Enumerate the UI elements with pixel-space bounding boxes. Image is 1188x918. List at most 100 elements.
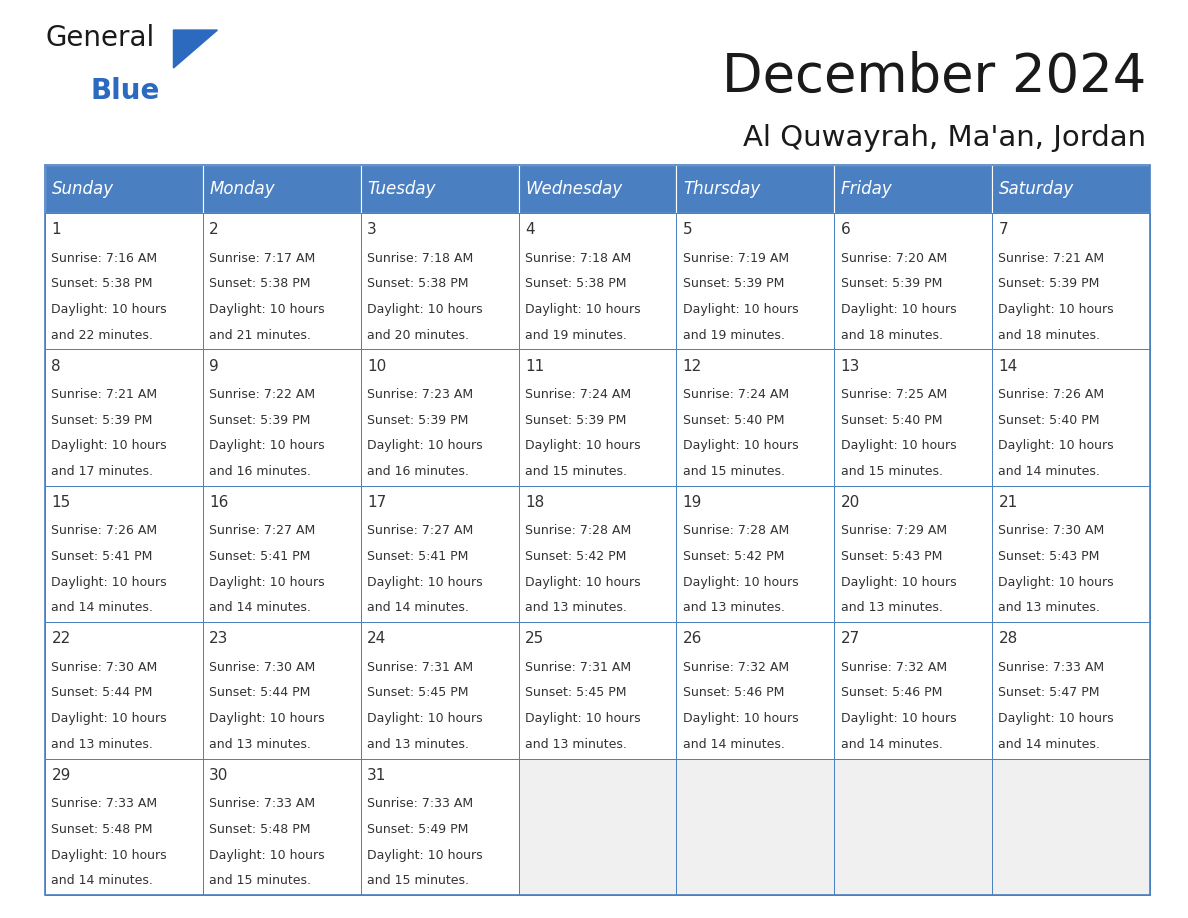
- Text: and 14 minutes.: and 14 minutes.: [998, 465, 1100, 478]
- Text: Sunset: 5:39 PM: Sunset: 5:39 PM: [841, 277, 942, 290]
- Text: and 13 minutes.: and 13 minutes.: [209, 738, 311, 751]
- Text: and 18 minutes.: and 18 minutes.: [998, 329, 1100, 341]
- Text: Daylight: 10 hours: Daylight: 10 hours: [367, 848, 482, 862]
- Text: Daylight: 10 hours: Daylight: 10 hours: [51, 576, 168, 588]
- Text: Daylight: 10 hours: Daylight: 10 hours: [51, 440, 168, 453]
- Text: and 21 minutes.: and 21 minutes.: [209, 329, 311, 341]
- Text: Sunrise: 7:18 AM: Sunrise: 7:18 AM: [367, 252, 473, 264]
- Text: 7: 7: [998, 222, 1009, 237]
- Text: 8: 8: [51, 359, 61, 374]
- Text: and 14 minutes.: and 14 minutes.: [998, 738, 1100, 751]
- Text: Sunset: 5:39 PM: Sunset: 5:39 PM: [367, 414, 468, 427]
- Text: Monday: Monday: [209, 180, 274, 198]
- Text: 24: 24: [367, 632, 386, 646]
- Text: Daylight: 10 hours: Daylight: 10 hours: [209, 712, 324, 725]
- Text: General: General: [45, 24, 154, 51]
- Text: and 20 minutes.: and 20 minutes.: [367, 329, 469, 341]
- Text: Daylight: 10 hours: Daylight: 10 hours: [51, 712, 168, 725]
- Text: Daylight: 10 hours: Daylight: 10 hours: [51, 848, 168, 862]
- Text: and 19 minutes.: and 19 minutes.: [683, 329, 784, 341]
- Text: and 13 minutes.: and 13 minutes.: [525, 601, 627, 614]
- Text: Sunset: 5:39 PM: Sunset: 5:39 PM: [525, 414, 626, 427]
- Text: Sunrise: 7:16 AM: Sunrise: 7:16 AM: [51, 252, 158, 264]
- Text: Sunrise: 7:32 AM: Sunrise: 7:32 AM: [683, 661, 789, 674]
- Text: Daylight: 10 hours: Daylight: 10 hours: [367, 576, 482, 588]
- Text: Sunset: 5:47 PM: Sunset: 5:47 PM: [998, 687, 1100, 700]
- Text: Sunrise: 7:30 AM: Sunrise: 7:30 AM: [998, 524, 1105, 537]
- Text: Daylight: 10 hours: Daylight: 10 hours: [525, 576, 640, 588]
- Text: Sunset: 5:38 PM: Sunset: 5:38 PM: [367, 277, 468, 290]
- Text: 23: 23: [209, 632, 228, 646]
- Text: Friday: Friday: [841, 180, 892, 198]
- Text: Sunrise: 7:33 AM: Sunrise: 7:33 AM: [998, 661, 1105, 674]
- Text: Thursday: Thursday: [683, 180, 760, 198]
- Text: Sunrise: 7:31 AM: Sunrise: 7:31 AM: [367, 661, 473, 674]
- Text: Sunrise: 7:33 AM: Sunrise: 7:33 AM: [51, 797, 158, 811]
- Text: and 13 minutes.: and 13 minutes.: [51, 738, 153, 751]
- Text: Sunrise: 7:33 AM: Sunrise: 7:33 AM: [367, 797, 473, 811]
- Text: Sunset: 5:42 PM: Sunset: 5:42 PM: [525, 550, 626, 563]
- Text: Sunset: 5:40 PM: Sunset: 5:40 PM: [841, 414, 942, 427]
- Text: Sunset: 5:41 PM: Sunset: 5:41 PM: [209, 550, 311, 563]
- Text: Daylight: 10 hours: Daylight: 10 hours: [841, 440, 956, 453]
- Text: Sunset: 5:48 PM: Sunset: 5:48 PM: [209, 823, 311, 836]
- Text: Sunset: 5:41 PM: Sunset: 5:41 PM: [51, 550, 153, 563]
- Text: Daylight: 10 hours: Daylight: 10 hours: [841, 712, 956, 725]
- Text: Sunrise: 7:27 AM: Sunrise: 7:27 AM: [367, 524, 473, 537]
- Text: Sunset: 5:48 PM: Sunset: 5:48 PM: [51, 823, 153, 836]
- Text: and 15 minutes.: and 15 minutes.: [841, 465, 942, 478]
- Text: Sunrise: 7:21 AM: Sunrise: 7:21 AM: [51, 388, 158, 401]
- Text: Sunrise: 7:30 AM: Sunrise: 7:30 AM: [51, 661, 158, 674]
- Text: Daylight: 10 hours: Daylight: 10 hours: [998, 576, 1114, 588]
- Text: Sunrise: 7:26 AM: Sunrise: 7:26 AM: [998, 388, 1105, 401]
- Text: Sunrise: 7:31 AM: Sunrise: 7:31 AM: [525, 661, 631, 674]
- Text: 13: 13: [841, 359, 860, 374]
- Text: 3: 3: [367, 222, 377, 237]
- Text: Sunrise: 7:17 AM: Sunrise: 7:17 AM: [209, 252, 316, 264]
- Text: Daylight: 10 hours: Daylight: 10 hours: [683, 712, 798, 725]
- Text: Sunrise: 7:29 AM: Sunrise: 7:29 AM: [841, 524, 947, 537]
- Text: Sunset: 5:44 PM: Sunset: 5:44 PM: [209, 687, 311, 700]
- Text: Daylight: 10 hours: Daylight: 10 hours: [367, 712, 482, 725]
- Text: Sunset: 5:45 PM: Sunset: 5:45 PM: [367, 687, 468, 700]
- Text: 17: 17: [367, 495, 386, 510]
- Text: Sunrise: 7:27 AM: Sunrise: 7:27 AM: [209, 524, 316, 537]
- Text: 18: 18: [525, 495, 544, 510]
- Text: Sunrise: 7:24 AM: Sunrise: 7:24 AM: [525, 388, 631, 401]
- Text: and 15 minutes.: and 15 minutes.: [209, 874, 311, 888]
- Text: 31: 31: [367, 767, 386, 783]
- Text: 30: 30: [209, 767, 228, 783]
- Text: Daylight: 10 hours: Daylight: 10 hours: [209, 848, 324, 862]
- Text: Sunset: 5:43 PM: Sunset: 5:43 PM: [841, 550, 942, 563]
- Text: and 13 minutes.: and 13 minutes.: [683, 601, 784, 614]
- Text: Sunset: 5:39 PM: Sunset: 5:39 PM: [209, 414, 311, 427]
- Text: Daylight: 10 hours: Daylight: 10 hours: [525, 440, 640, 453]
- Text: Sunset: 5:39 PM: Sunset: 5:39 PM: [998, 277, 1100, 290]
- Text: Sunset: 5:40 PM: Sunset: 5:40 PM: [998, 414, 1100, 427]
- Text: 5: 5: [683, 222, 693, 237]
- Text: and 14 minutes.: and 14 minutes.: [841, 738, 942, 751]
- Text: Sunrise: 7:20 AM: Sunrise: 7:20 AM: [841, 252, 947, 264]
- Text: and 18 minutes.: and 18 minutes.: [841, 329, 942, 341]
- Text: Sunset: 5:39 PM: Sunset: 5:39 PM: [683, 277, 784, 290]
- Text: Sunrise: 7:25 AM: Sunrise: 7:25 AM: [841, 388, 947, 401]
- Text: Sunset: 5:44 PM: Sunset: 5:44 PM: [51, 687, 153, 700]
- Text: Daylight: 10 hours: Daylight: 10 hours: [841, 576, 956, 588]
- Text: and 15 minutes.: and 15 minutes.: [367, 874, 469, 888]
- Text: and 17 minutes.: and 17 minutes.: [51, 465, 153, 478]
- Text: Sunrise: 7:28 AM: Sunrise: 7:28 AM: [525, 524, 631, 537]
- Text: 29: 29: [51, 767, 71, 783]
- Text: and 15 minutes.: and 15 minutes.: [525, 465, 627, 478]
- Text: Daylight: 10 hours: Daylight: 10 hours: [209, 303, 324, 316]
- Text: December 2024: December 2024: [722, 50, 1146, 103]
- Text: 21: 21: [998, 495, 1018, 510]
- Text: Sunset: 5:46 PM: Sunset: 5:46 PM: [841, 687, 942, 700]
- Text: Daylight: 10 hours: Daylight: 10 hours: [998, 712, 1114, 725]
- Text: Sunset: 5:49 PM: Sunset: 5:49 PM: [367, 823, 468, 836]
- Text: and 19 minutes.: and 19 minutes.: [525, 329, 627, 341]
- Text: Sunday: Sunday: [51, 180, 114, 198]
- Text: 22: 22: [51, 632, 71, 646]
- Text: 10: 10: [367, 359, 386, 374]
- Text: 27: 27: [841, 632, 860, 646]
- Text: Sunrise: 7:26 AM: Sunrise: 7:26 AM: [51, 524, 158, 537]
